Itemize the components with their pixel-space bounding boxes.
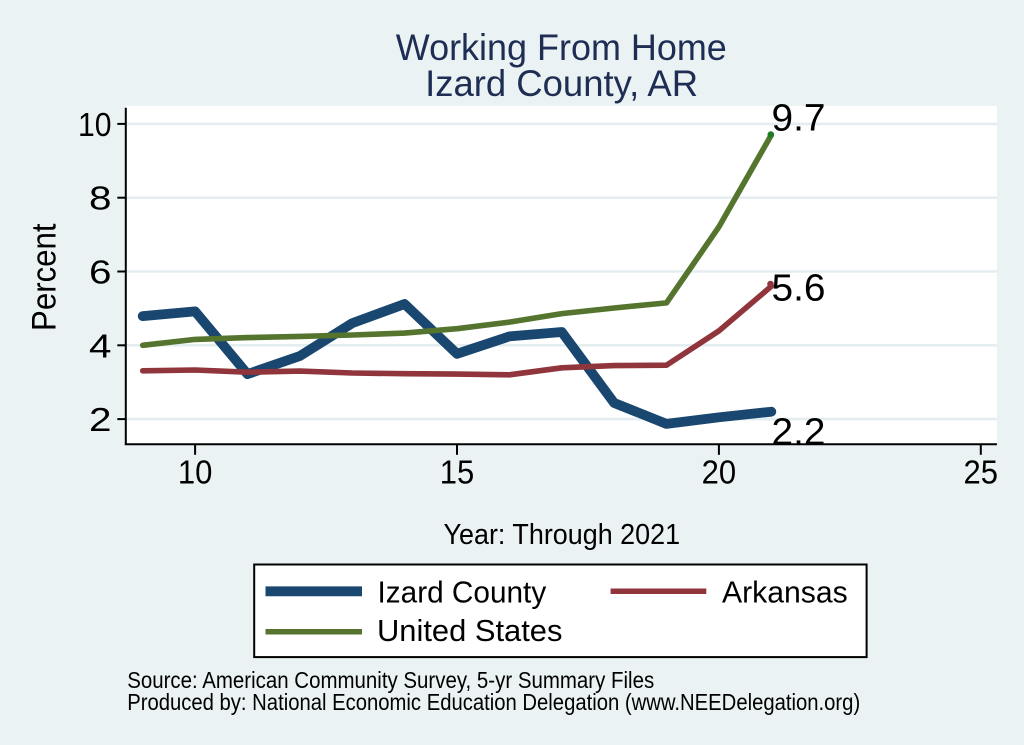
svg-text:Percent: Percent: [26, 223, 64, 331]
svg-text:Year: Through 2021: Year: Through 2021: [444, 519, 681, 551]
svg-text:Working From Home: Working From Home: [396, 27, 727, 68]
svg-text:Izard County, AR: Izard County, AR: [425, 63, 698, 104]
svg-text:2.2: 2.2: [772, 411, 826, 453]
svg-text:25: 25: [964, 454, 999, 491]
svg-text:10: 10: [78, 106, 112, 143]
svg-text:United States: United States: [377, 614, 562, 648]
svg-text:5.6: 5.6: [772, 267, 826, 309]
svg-text:9.7: 9.7: [772, 98, 826, 140]
svg-text:Arkansas: Arkansas: [722, 576, 848, 610]
svg-text:20: 20: [702, 454, 737, 491]
svg-text:Izard County: Izard County: [378, 576, 547, 610]
svg-text:10: 10: [178, 454, 213, 491]
svg-text:6: 6: [89, 254, 112, 291]
svg-text:Produced by: National Economic: Produced by: National Economic Education…: [127, 689, 860, 715]
svg-text:15: 15: [440, 454, 475, 491]
svg-text:Source: American Community Sur: Source: American Community Survey, 5-yr …: [127, 667, 654, 693]
svg-text:8: 8: [89, 180, 112, 217]
svg-text:4: 4: [89, 327, 112, 364]
svg-text:2: 2: [89, 401, 112, 438]
